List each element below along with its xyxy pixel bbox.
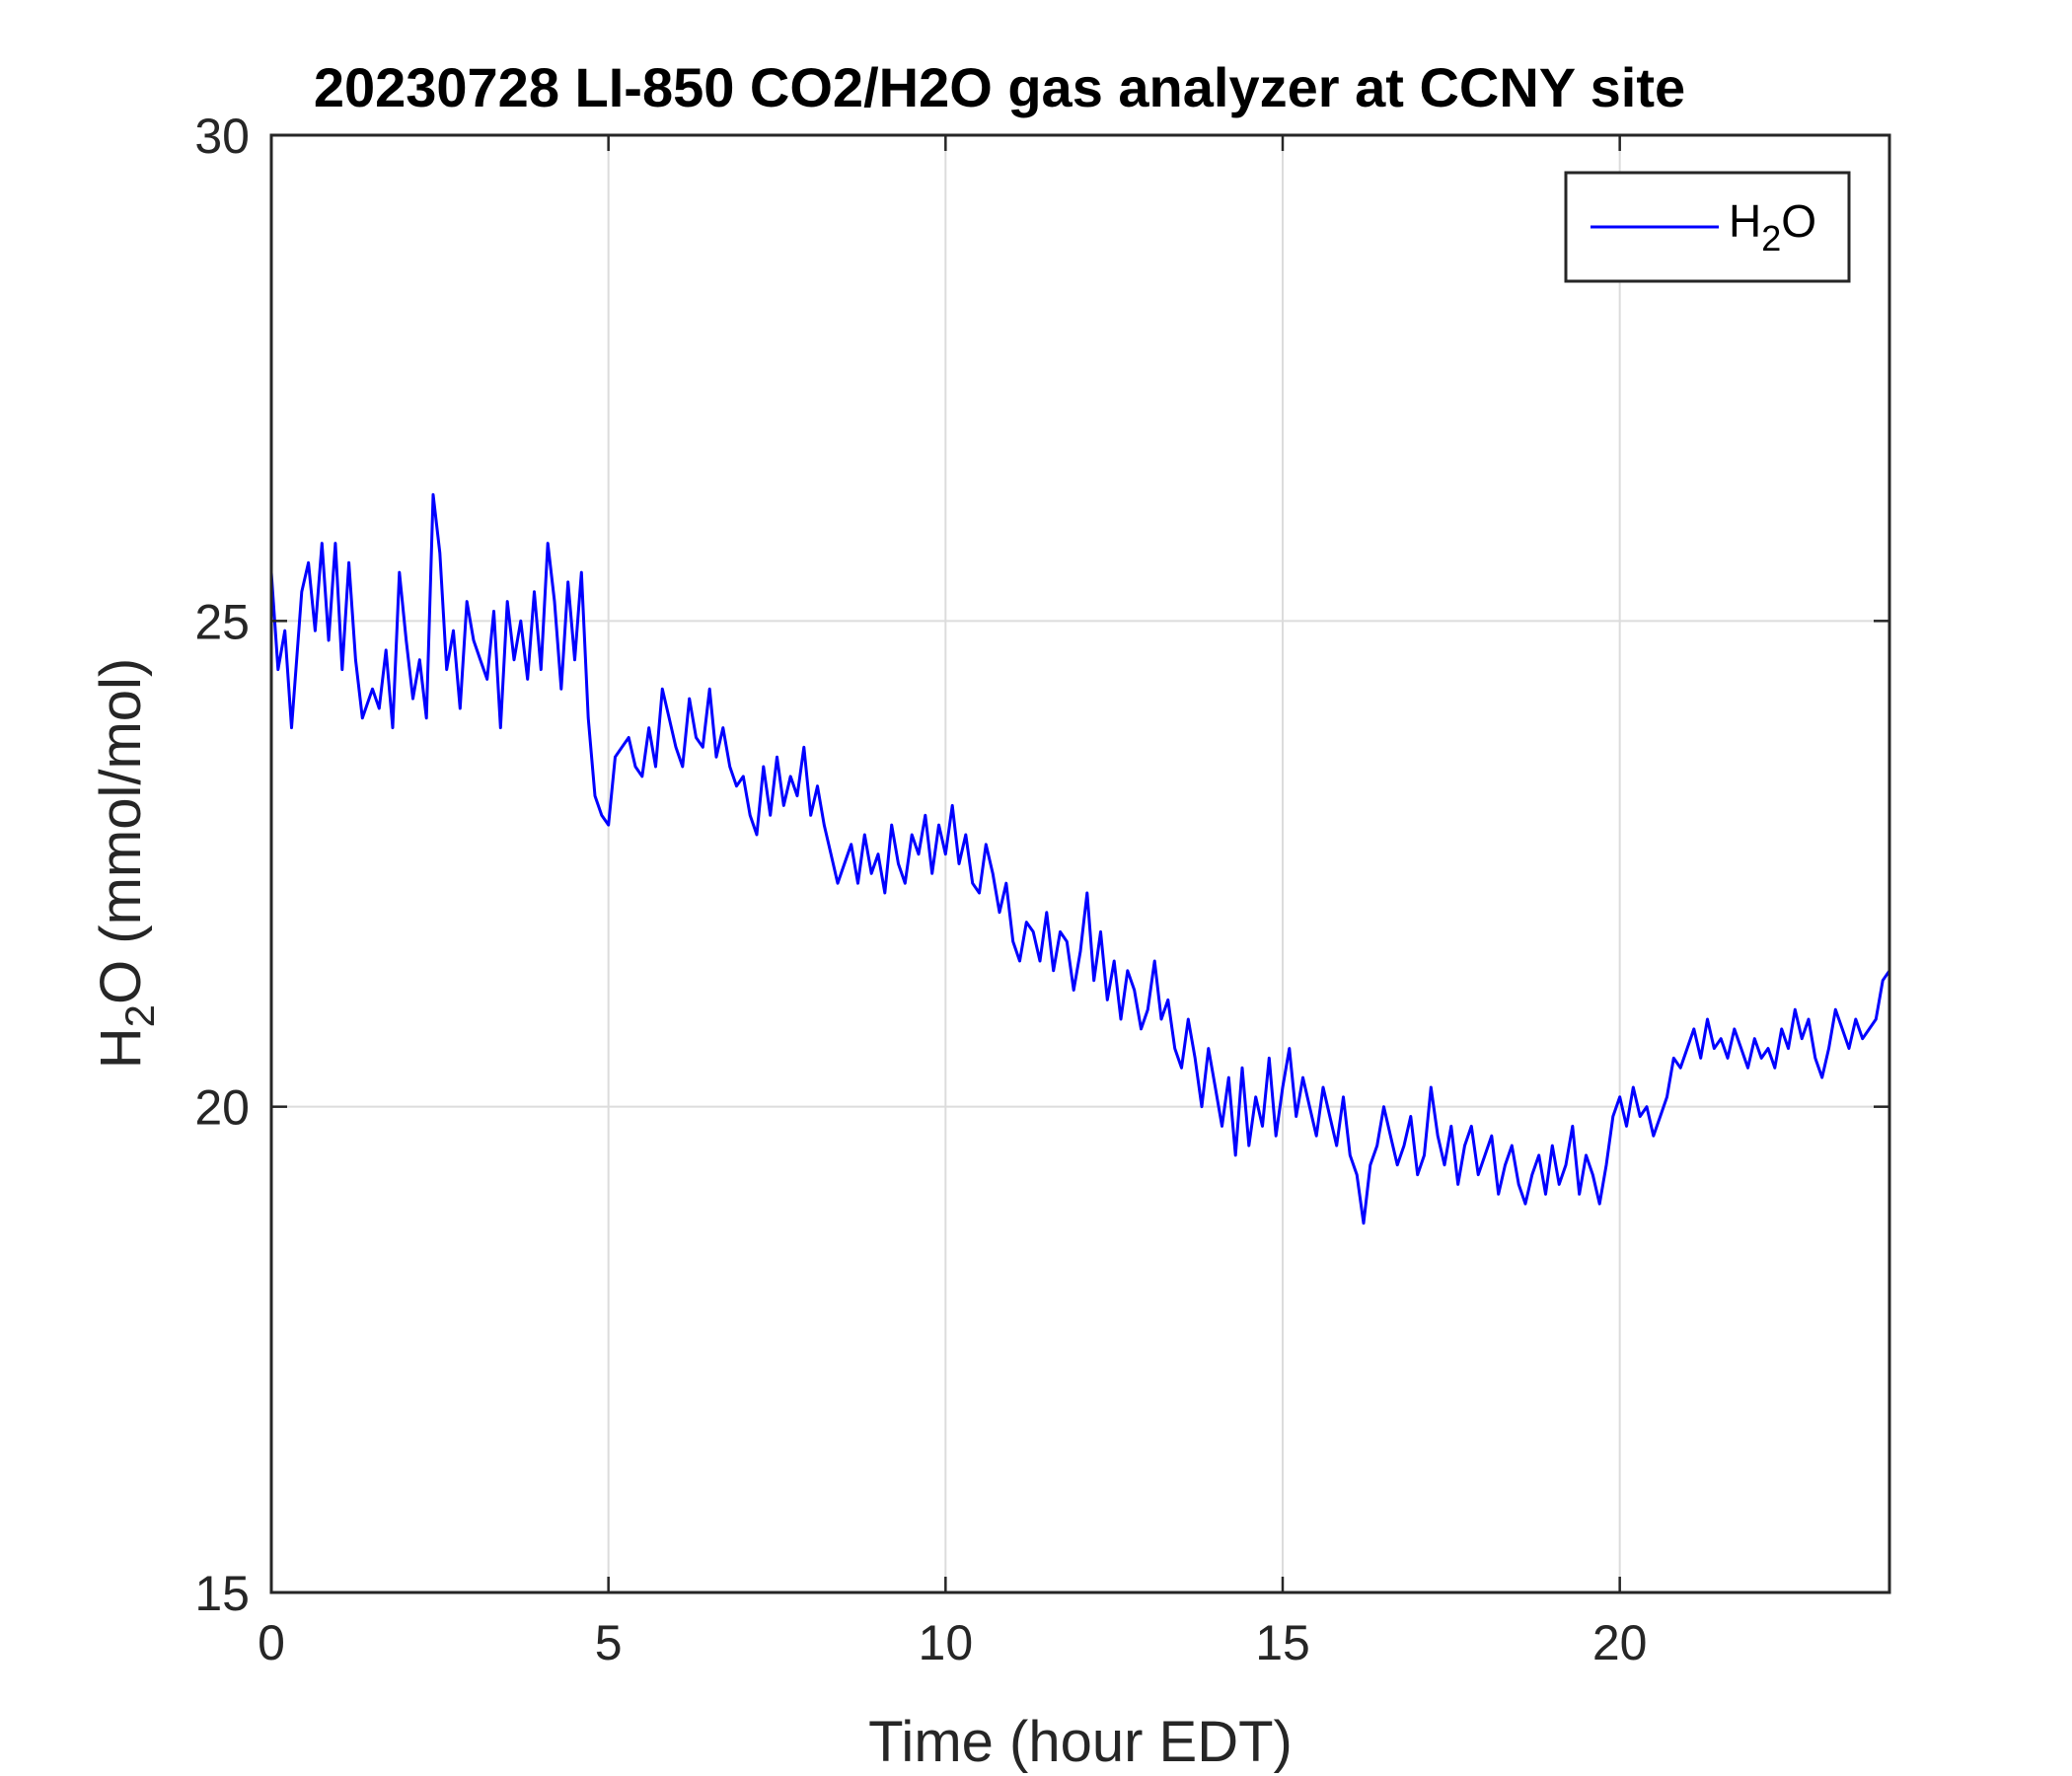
- x-tick-label: 5: [595, 1615, 623, 1670]
- x-tick-label: 0: [258, 1615, 285, 1670]
- plot-frame: [269, 133, 1891, 1594]
- y-tick-label: 30: [194, 109, 250, 164]
- legend-label-rest: O: [1781, 195, 1816, 247]
- grid: [271, 135, 1889, 1592]
- legend-label-sub: 2: [1761, 218, 1781, 259]
- x-tick-label: 20: [1592, 1615, 1648, 1670]
- x-tick-label: 15: [1255, 1615, 1310, 1670]
- x-tick-label: 10: [919, 1615, 974, 1670]
- y-tick-label: 15: [194, 1566, 250, 1621]
- y-axis-label-main: H: [89, 1027, 153, 1069]
- tick-labels: 0 5 10 15 20 15 20 25 30: [194, 109, 1647, 1670]
- y-tick-label: 25: [194, 594, 250, 649]
- y-axis-label: H2O (mmol/mol): [89, 658, 163, 1069]
- y-tick-label: 20: [194, 1080, 250, 1136]
- series-layer: [269, 492, 1891, 1225]
- series-line-h2o: [269, 492, 1891, 1225]
- y-axis-label-rest: O (mmol/mol): [89, 658, 153, 1004]
- chart-title: 20230728 LI-850 CO2/H2O gas analyzer at …: [314, 56, 1685, 118]
- y-axis-label-sub: 2: [116, 1004, 163, 1027]
- x-axis-label: Time (hour EDT): [868, 1710, 1293, 1774]
- legend-label: H2O: [1729, 195, 1816, 259]
- ticks: [269, 133, 1889, 1594]
- legend-label-main: H: [1729, 195, 1761, 247]
- legend: H2O: [1564, 171, 1851, 283]
